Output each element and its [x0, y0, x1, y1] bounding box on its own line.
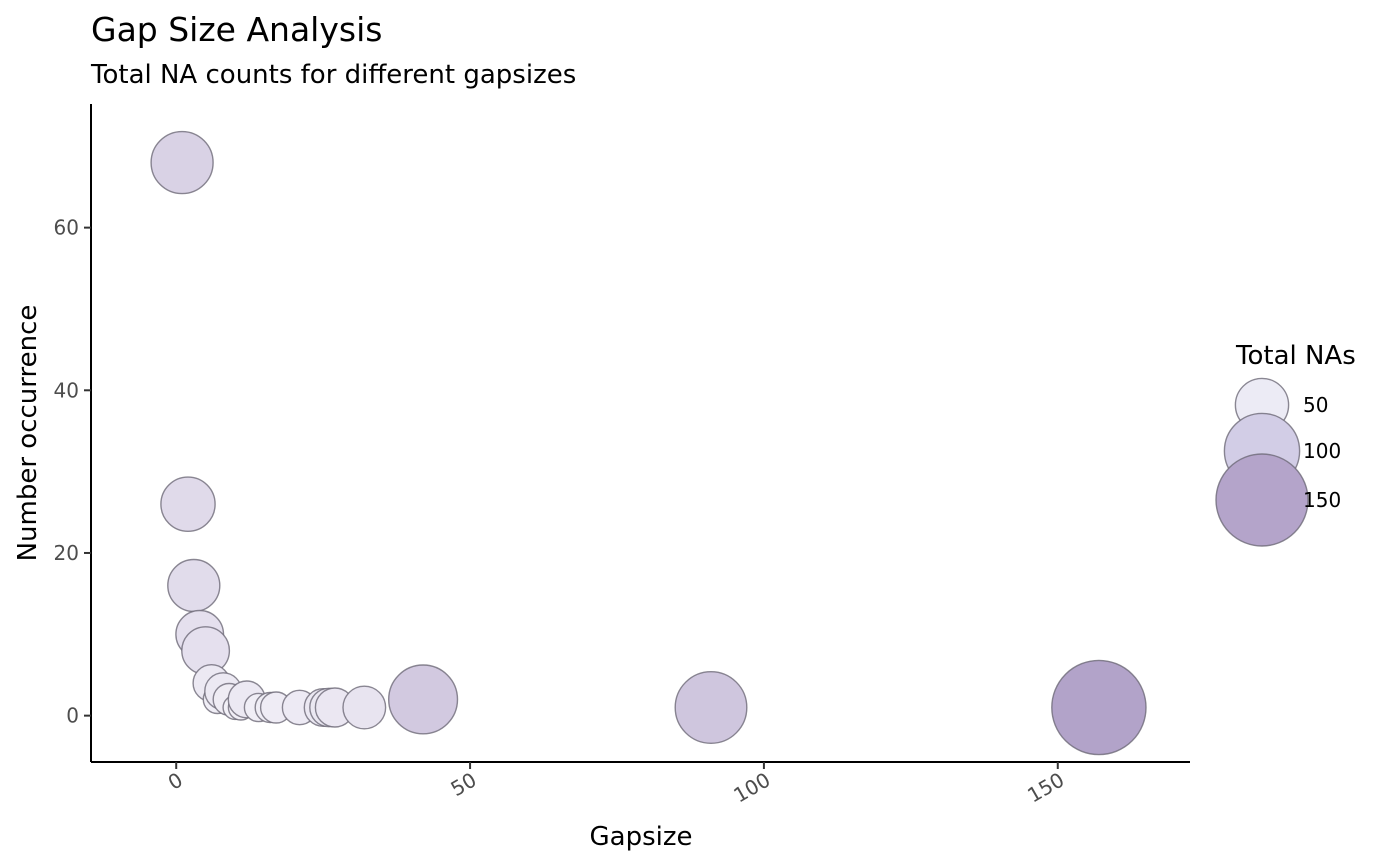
- legend-key-150: [1215, 453, 1309, 547]
- legend-title: Total NAs: [1235, 341, 1356, 371]
- data-point-20: [388, 664, 459, 735]
- data-point-0: [150, 130, 214, 195]
- y-tick-label-20: 20: [54, 541, 79, 565]
- data-point-19: [342, 685, 387, 730]
- points-layer: [150, 130, 1147, 756]
- data-point-1: [160, 476, 216, 533]
- x-tick-label-0: 0: [164, 768, 187, 795]
- x-tick-label-100: 100: [729, 768, 774, 808]
- x-tick-label-50: 50: [447, 768, 481, 802]
- y-tick-label-0: 0: [66, 704, 79, 728]
- x-axis-title: Gapsize: [590, 822, 693, 852]
- chart-subtitle: Total NA counts for different gapsizes: [90, 60, 576, 90]
- chart-title: Gap Size Analysis: [91, 10, 382, 49]
- y-axis-title: Number occurrence: [13, 305, 43, 562]
- legend-label-100: 100: [1303, 439, 1341, 463]
- y-tick-label-40: 40: [54, 378, 79, 402]
- x-tick-label-150: 150: [1023, 768, 1068, 808]
- legend-label-150: 150: [1303, 488, 1341, 512]
- data-point-22: [1051, 659, 1147, 756]
- y-tick-label-60: 60: [54, 216, 79, 240]
- data-point-21: [674, 671, 748, 745]
- legend: Total NAs 50 100 150: [1215, 341, 1356, 547]
- axes: [90, 104, 1190, 763]
- legend-label-50: 50: [1303, 393, 1328, 417]
- data-point-2: [167, 558, 221, 613]
